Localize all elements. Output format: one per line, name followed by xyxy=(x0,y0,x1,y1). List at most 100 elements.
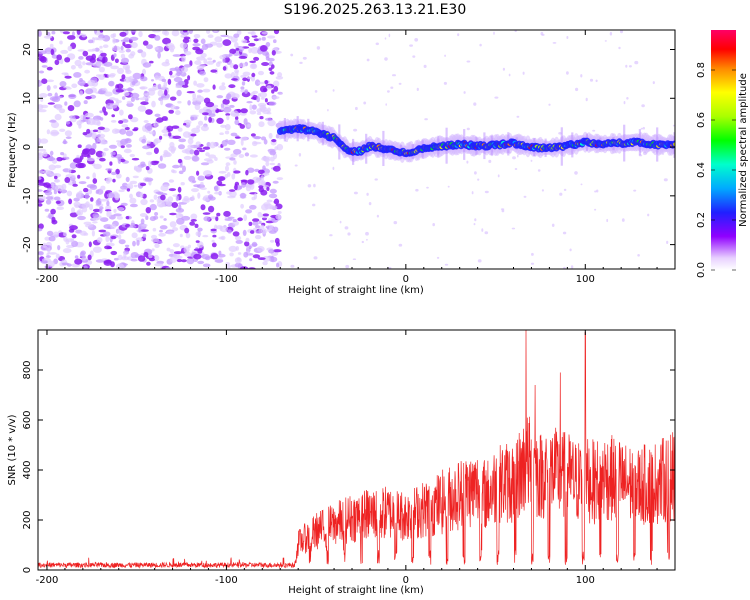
noise-blob xyxy=(251,72,256,78)
noise-blob xyxy=(78,64,83,69)
noise-blob xyxy=(99,157,106,162)
scatter-dot xyxy=(279,93,283,95)
noise-blob xyxy=(140,198,148,206)
noise-blob xyxy=(67,35,76,40)
noise-blob xyxy=(269,150,277,156)
scatter-dot xyxy=(416,87,419,91)
noise-blob xyxy=(165,42,175,49)
noise-blob xyxy=(214,157,218,161)
scatter-dot xyxy=(390,86,394,89)
noise-blob xyxy=(50,48,55,56)
noise-blob xyxy=(248,42,256,47)
noise-blob xyxy=(132,72,142,80)
noise-blob xyxy=(38,223,44,230)
scatter-dot xyxy=(623,101,626,105)
noise-blob xyxy=(64,57,71,63)
noise-blob xyxy=(120,145,125,149)
noise-blob xyxy=(137,49,143,54)
noise-blob xyxy=(261,36,266,41)
noise-blob xyxy=(78,181,87,185)
scatter-dot xyxy=(516,115,520,118)
noise-blob xyxy=(174,255,183,259)
noise-blob xyxy=(95,150,104,158)
noise-blob xyxy=(196,94,202,98)
noise-blob xyxy=(102,35,111,42)
x-tick-label: 100 xyxy=(576,274,595,285)
scatter-dot xyxy=(398,243,403,247)
x-tick-label: -200 xyxy=(36,274,59,285)
y-tick-label: -20 xyxy=(22,236,33,252)
noise-blob xyxy=(50,208,56,215)
noise-blob xyxy=(200,187,207,191)
noise-blob xyxy=(208,113,216,117)
spectrogram-frame xyxy=(37,29,676,270)
noise-blob xyxy=(53,189,58,195)
noise-blob xyxy=(193,253,202,260)
noise-blob xyxy=(157,52,161,59)
noise-blob xyxy=(38,104,44,110)
scatter-dot xyxy=(302,56,307,60)
noise-blob xyxy=(69,225,78,231)
noise-blob xyxy=(142,62,152,68)
noise-blob xyxy=(249,204,257,210)
noise-blob xyxy=(178,138,186,143)
colorbar-ticks: 0.0 0.2 0.4 0.6 0.8 xyxy=(696,62,736,278)
noise-blob xyxy=(242,77,248,82)
noise-blob xyxy=(69,115,76,119)
noise-blob xyxy=(142,233,147,238)
noise-blob xyxy=(162,85,166,90)
noise-blob xyxy=(113,257,119,261)
noise-blob xyxy=(269,230,277,234)
noise-blob xyxy=(130,42,138,49)
noise-blob xyxy=(179,80,185,86)
noise-blob xyxy=(221,82,226,86)
noise-blob xyxy=(182,165,186,173)
noise-blob xyxy=(227,195,236,199)
noise-blob xyxy=(118,234,122,240)
noise-blob xyxy=(231,173,236,180)
noise-blob xyxy=(216,212,221,217)
noise-blob xyxy=(91,230,95,237)
spectrogram-y-label: Frequency (Hz) xyxy=(7,112,18,188)
noise-blob xyxy=(128,76,134,82)
noise-blob xyxy=(273,39,277,44)
noise-blob xyxy=(92,178,98,184)
noise-blob xyxy=(232,231,240,237)
noise-blob xyxy=(258,37,262,41)
noise-blob xyxy=(240,108,248,114)
noise-blob xyxy=(145,215,149,220)
noise-blob xyxy=(56,54,62,61)
noise-blob xyxy=(261,180,266,188)
noise-blob xyxy=(121,57,129,64)
scatter-dot xyxy=(531,252,534,256)
noise-blob xyxy=(249,110,257,115)
noise-blob xyxy=(240,203,245,209)
noise-blob xyxy=(159,215,164,219)
noise-blob xyxy=(71,174,76,178)
noise-blob xyxy=(252,136,261,139)
noise-blob xyxy=(154,212,159,216)
noise-blob xyxy=(51,96,61,103)
noise-blob xyxy=(144,90,148,94)
noise-blob xyxy=(181,66,189,73)
scatter-dot xyxy=(541,33,545,36)
scatter-dot xyxy=(353,191,358,195)
noise-blob xyxy=(272,165,281,172)
noise-blob xyxy=(71,83,78,89)
scatter-dot xyxy=(488,159,492,163)
noise-blob xyxy=(212,234,217,238)
noise-blob xyxy=(225,113,231,116)
noise-blob xyxy=(64,130,72,137)
noise-blob xyxy=(257,257,266,260)
noise-blob xyxy=(258,185,264,189)
noise-blob xyxy=(129,180,138,185)
scatter-dot xyxy=(559,192,563,196)
noise-blob xyxy=(85,55,94,61)
noise-blob xyxy=(106,246,113,250)
scatter-dot xyxy=(497,174,500,178)
noise-blob xyxy=(105,177,113,183)
noise-blob xyxy=(254,168,260,172)
noise-blob xyxy=(125,144,132,148)
noise-blob xyxy=(83,221,92,225)
noise-blob xyxy=(244,241,250,247)
